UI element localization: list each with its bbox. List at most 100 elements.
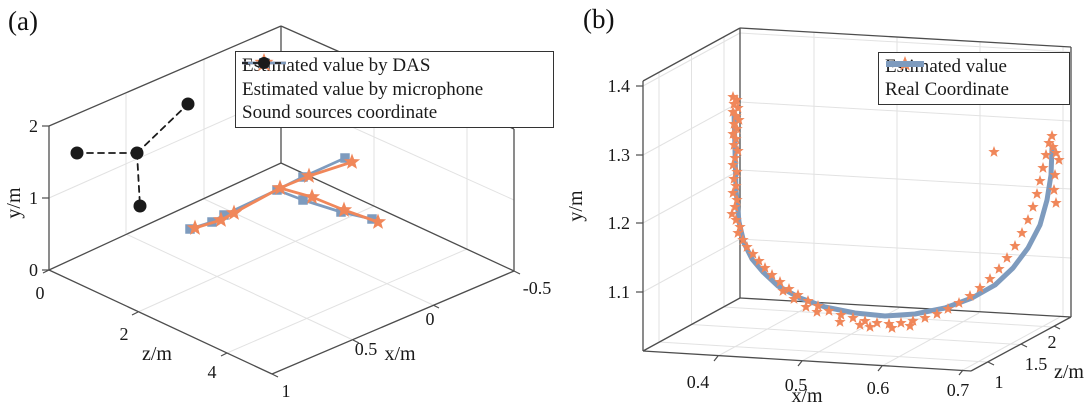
estimated-value-marker: [777, 285, 789, 296]
estimated-value-marker: [727, 159, 739, 170]
sound-sources-marker: [133, 199, 147, 213]
estimated-das-line: [278, 186, 380, 224]
estimated-value-marker: [931, 308, 943, 319]
estimated-value-marker: [811, 306, 823, 317]
gridline: [642, 169, 741, 224]
axis-box-edge: [642, 297, 741, 352]
estimated-das-marker: [271, 179, 289, 195]
estimated-value-marker: [766, 269, 778, 280]
tick-mark: [1053, 325, 1061, 330]
panel-a-plot: 0 1 2 0 2 4 1 0.5 0 -0.5 z/m x/m y/m: [3, 25, 552, 401]
axis-label: y/m: [565, 190, 587, 222]
estimated-value-marker: [1050, 147, 1062, 158]
tick-mark: [131, 311, 139, 316]
estimated-value-marker: [731, 166, 743, 177]
estimated-value-marker: [1037, 162, 1049, 173]
estimated-value-marker: [1031, 188, 1043, 199]
tick-mark: [987, 361, 995, 366]
estimated-value-marker: [730, 180, 742, 191]
axis-box-edge: [280, 162, 515, 272]
axis-label: -0.5: [523, 278, 552, 298]
estimated-value-marker: [871, 317, 883, 328]
estimated-value-marker: [731, 123, 743, 134]
estimated-value-marker: [895, 317, 907, 328]
estimated-microphone-marker: [340, 153, 350, 163]
estimated-value-marker: [859, 315, 871, 326]
estimated-value-marker: [727, 91, 739, 102]
legend-entry-real: Real Coordinate: [883, 61, 1065, 103]
axis-label: 1.1: [608, 282, 631, 302]
estimated-value-marker: [919, 312, 931, 323]
estimated-value-marker: [847, 312, 859, 323]
axis-box-edge: [739, 27, 1072, 48]
axis-box-edge: [48, 162, 282, 271]
estimated-value-marker: [1049, 169, 1061, 180]
axis-box-edge: [271, 270, 515, 375]
estimated-value-marker: [747, 248, 759, 259]
sound-sources-line: [136, 103, 189, 154]
legend-entry-sources: Sound sources coordinate: [240, 57, 549, 125]
estimated-value-marker: [727, 106, 739, 117]
estimated-value-marker: [734, 221, 746, 232]
estimated-das-marker: [300, 167, 318, 183]
gridline: [137, 205, 375, 313]
estimated-value-marker: [1043, 137, 1055, 148]
estimated-das-marker: [225, 204, 243, 220]
estimated-value-marker: [732, 227, 744, 238]
estimated-value-marker: [1047, 141, 1059, 152]
gridline: [691, 324, 1020, 345]
estimated-value-marker: [759, 262, 771, 273]
estimated-value-marker: [726, 208, 738, 219]
estimated-das-marker: [369, 213, 387, 229]
axis-label: 0.6: [867, 378, 890, 398]
axis-label: x/m: [384, 343, 416, 365]
estimated-value-marker: [731, 94, 743, 105]
sound-sources-marker: [130, 146, 144, 160]
tick-mark: [877, 365, 883, 372]
estimated-value-marker: [732, 145, 744, 156]
estimated-value-marker: [1050, 197, 1062, 208]
estimated-value-marker: [1009, 240, 1021, 251]
gridline: [226, 248, 468, 354]
estimated-value-marker: [800, 301, 812, 312]
tick-mark: [958, 369, 964, 376]
panel-a-label: (a): [8, 6, 38, 36]
axis-label: 4: [208, 362, 217, 382]
estimated-value-marker: [733, 114, 745, 125]
gridline: [739, 238, 1072, 259]
estimated-value-marker: [1046, 130, 1058, 141]
estimated-value-marker: [974, 282, 986, 293]
estimated-microphone-marker: [185, 224, 195, 234]
estimated-value-marker: [727, 187, 739, 198]
sound-sources-marker: [181, 97, 195, 111]
tick-mark: [713, 355, 719, 362]
estimated-value-marker: [1022, 214, 1034, 225]
estimated-value-marker: [741, 241, 753, 252]
legend-entry-microphone: Estimated value by microphone: [240, 58, 549, 102]
estimated-value-marker: [864, 321, 876, 332]
gridline: [125, 233, 354, 341]
estimated-value-marker: [788, 293, 800, 304]
estimated-value-marker: [812, 300, 824, 311]
tick-mark: [220, 352, 228, 357]
estimated-microphone-marker: [298, 195, 308, 205]
estimated-value-marker: [728, 118, 740, 129]
estimated-value-marker: [953, 297, 965, 308]
estimated-value-marker: [1034, 175, 1046, 186]
gridline: [642, 101, 741, 156]
axis-box-edge: [642, 27, 741, 82]
estimated-value-marker: [984, 273, 996, 284]
gridline: [203, 198, 434, 306]
estimated-das-marker: [186, 219, 204, 235]
axis-label: 0: [36, 283, 45, 303]
estimated-value-marker: [729, 152, 741, 163]
estimated-value-marker: [774, 276, 786, 287]
axis-label: 0.4: [687, 372, 710, 392]
estimated-value-marker: [854, 319, 866, 330]
axis-label: 0: [426, 309, 435, 329]
estimated-value-marker: [942, 303, 954, 314]
axis-label: 0.5: [355, 339, 378, 359]
estimated-value-marker: [1016, 227, 1028, 238]
estimated-value-marker: [730, 110, 742, 121]
axis-label: 1.5: [1025, 354, 1048, 374]
